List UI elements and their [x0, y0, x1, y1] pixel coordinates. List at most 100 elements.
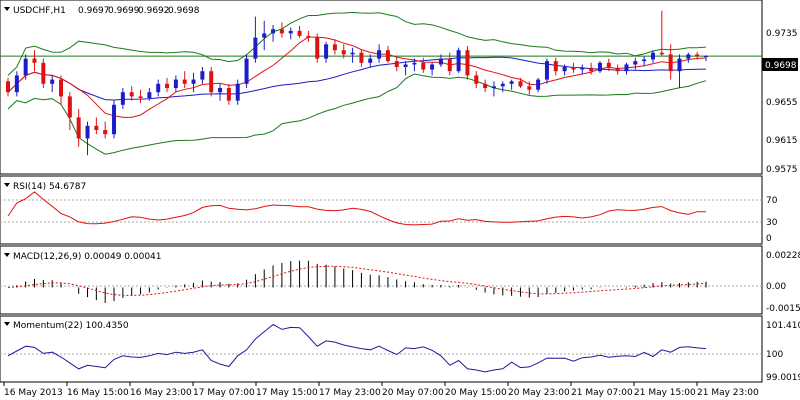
candle-body [474, 75, 479, 84]
momentum-series-layer [7, 323, 707, 373]
rsi-line [7, 191, 706, 226]
candle-body [147, 92, 152, 99]
candle-body [403, 64, 408, 67]
candle-body [324, 44, 329, 59]
candle-body [85, 125, 90, 139]
ohlc-open: 0.9697 [78, 6, 110, 16]
candle-body [297, 30, 302, 36]
macd-panel [0, 245, 763, 315]
time-tick-label: 16 May 2013 [4, 388, 63, 398]
candle-body [156, 83, 161, 93]
candle-body [279, 29, 284, 34]
candle-body [483, 83, 488, 88]
time-tick-label: 21 May 23:00 [697, 388, 759, 398]
momentum-tick-100: 100 [766, 350, 783, 360]
price-tick-label: 0.9655 [766, 98, 798, 108]
macd-tick-zero: 0.00 [766, 282, 786, 292]
candle-body [571, 67, 576, 70]
bollinger-upper-line [7, 11, 707, 76]
candle-body [377, 50, 382, 59]
momentum-tick-top: 101.4105 [766, 321, 800, 331]
candle-body [509, 81, 514, 84]
macd-icon [4, 253, 10, 257]
rsi-panel [0, 175, 763, 245]
candle-body [704, 56, 708, 58]
symbol-header: USDCHF,H1 0.9697 0.9699 0.9692 0.9698 [4, 6, 200, 16]
candle-body [527, 86, 532, 90]
candle-body [23, 58, 28, 76]
moving-average-red-line [7, 36, 707, 118]
candle-body [659, 52, 664, 55]
candle-body [14, 75, 19, 93]
current-price-tag [762, 58, 798, 71]
time-tick-label: 17 May 23:00 [319, 388, 381, 398]
candle-body [350, 52, 355, 55]
rsi-label: RSI(14) 54.6787 [13, 182, 86, 192]
candle-body [394, 61, 399, 67]
candle-body [465, 50, 470, 76]
candle-body [50, 79, 55, 84]
candle-body [76, 117, 81, 139]
price-y-axis: 0.9735 0.9655 0.9615 0.9575 [766, 29, 798, 175]
time-tick-label: 17 May 07:00 [193, 388, 255, 398]
momentum-tick-bottom: 99.0019 [766, 373, 800, 383]
time-axis: 16 May 2013 16 May 15:00 16 May 23:00 17 Ma… [3, 382, 759, 398]
candle-body [341, 50, 346, 55]
candle-body [235, 83, 240, 101]
time-tick-label: 21 May 15:00 [634, 388, 696, 398]
price-tick-label: 0.9735 [766, 29, 798, 39]
ohlc-low: 0.9692 [138, 6, 170, 16]
rsi-tick-0: 0 [766, 234, 772, 244]
candle-body [120, 92, 125, 105]
candle-body [518, 81, 523, 87]
candle-body [59, 79, 64, 97]
candle-body [615, 67, 620, 72]
rsi-icon [4, 183, 10, 187]
candle-body [262, 33, 267, 38]
macd-tick-top: 0.00228 [766, 251, 800, 261]
rsi-series-layer [7, 191, 706, 226]
candle-body [173, 79, 178, 88]
candle-body [491, 86, 496, 88]
candle-body [589, 67, 594, 72]
time-tick-label: 20 May 07:00 [382, 388, 444, 398]
candle-body [536, 79, 541, 90]
time-tick-label: 20 May 23:00 [508, 388, 570, 398]
candle-body [606, 62, 611, 68]
candle-body [244, 58, 249, 84]
momentum-line [7, 323, 707, 373]
candle-body [650, 52, 655, 60]
momentum-icon [4, 322, 10, 326]
price-series-layer [0, 10, 762, 156]
candle-body [447, 58, 452, 72]
macd-signal-line [7, 265, 707, 296]
candle-body [677, 58, 682, 72]
candle-body [359, 52, 364, 63]
candle-body [695, 54, 700, 57]
candle-body [94, 125, 99, 130]
price-tick-label: 0.9575 [766, 165, 798, 175]
candle-body [580, 67, 585, 70]
time-tick-label: 21 May 07:00 [571, 388, 633, 398]
candle-body [288, 30, 293, 34]
price-tick-label: 0.9615 [766, 136, 798, 146]
candle-body [271, 29, 276, 34]
candle-body [385, 50, 390, 62]
candle-body [553, 61, 558, 72]
candle-body [544, 61, 549, 80]
candle-body [438, 58, 443, 65]
candle-body [500, 83, 505, 87]
candle-body [191, 79, 196, 84]
candle-body [633, 61, 638, 65]
candle-body [67, 96, 72, 118]
candle-body [412, 62, 417, 65]
candle-body [456, 50, 461, 72]
macd-tick-bottom: -0.00151 [766, 304, 800, 314]
rsi-tick-70: 70 [766, 196, 778, 206]
candle-body [306, 35, 311, 38]
candle-body [32, 58, 37, 63]
candle-body [430, 64, 435, 70]
candle-body [41, 62, 46, 84]
candle-body [315, 37, 320, 59]
